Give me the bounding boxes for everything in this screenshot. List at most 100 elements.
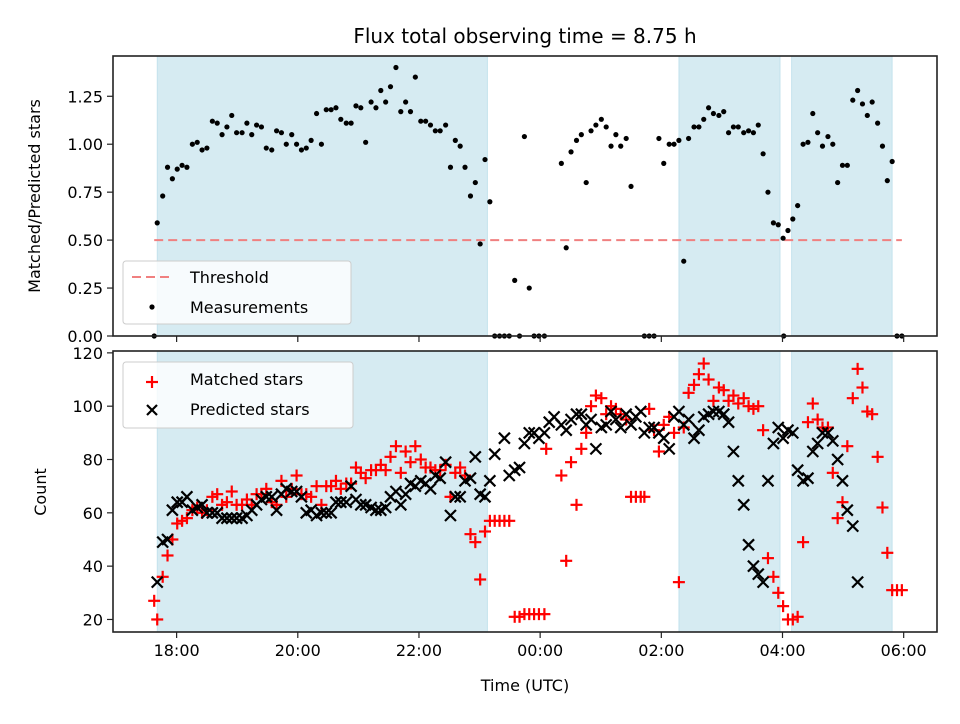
data-point <box>691 124 697 130</box>
data-point <box>765 189 771 195</box>
data-point <box>403 99 409 105</box>
data-point <box>846 519 860 533</box>
data-point <box>755 122 761 128</box>
data-point <box>786 426 800 440</box>
data-point <box>225 485 238 498</box>
data-point <box>526 285 532 291</box>
data-point <box>387 84 394 90</box>
data-point <box>598 116 604 122</box>
data-point <box>512 277 518 283</box>
data-point <box>498 431 511 445</box>
data-point <box>875 120 881 126</box>
data-point <box>358 105 364 111</box>
data-point <box>583 179 589 186</box>
axes-frame <box>112 55 938 337</box>
data-point <box>558 160 564 166</box>
data-point <box>373 105 379 111</box>
data-point <box>666 141 672 147</box>
data-point <box>278 130 285 136</box>
data-point <box>260 490 273 504</box>
data-point <box>791 610 804 623</box>
data-point <box>831 512 844 525</box>
data-point <box>334 482 347 495</box>
data-point <box>225 511 239 525</box>
data-point <box>735 124 741 130</box>
data-point <box>642 421 656 434</box>
data-point <box>721 109 727 115</box>
data-point <box>394 498 408 512</box>
data-point <box>354 498 368 512</box>
data-point <box>600 408 613 421</box>
data-point <box>379 501 392 514</box>
data-point <box>521 133 527 140</box>
data-point <box>777 600 790 613</box>
data-point <box>338 116 344 122</box>
data-point <box>214 120 220 126</box>
data-point <box>876 501 889 514</box>
data-point <box>230 511 243 525</box>
data-point <box>384 450 397 463</box>
data-point <box>472 179 478 186</box>
data-point <box>570 498 583 511</box>
data-point <box>234 130 240 136</box>
data-point <box>614 421 628 434</box>
data-point <box>204 145 210 151</box>
data-point <box>810 110 816 117</box>
data-point <box>835 179 841 186</box>
data-point <box>383 99 389 105</box>
data-point <box>270 503 283 517</box>
data-point <box>444 509 457 522</box>
data-point <box>741 130 747 136</box>
data-point <box>628 183 634 190</box>
data-point <box>613 132 619 138</box>
data-point <box>821 426 835 440</box>
data-point <box>398 109 404 115</box>
observing-span <box>791 350 893 633</box>
data-point <box>184 164 190 170</box>
series-predicted-stars <box>150 405 864 589</box>
data-point <box>593 122 599 128</box>
data-point <box>369 503 383 517</box>
data-point <box>200 506 214 520</box>
data-point <box>179 162 185 168</box>
data-point <box>453 490 467 504</box>
data-point <box>164 164 171 170</box>
data-point <box>503 514 516 527</box>
data-point <box>457 143 463 149</box>
data-point <box>474 573 487 586</box>
data-point <box>791 463 804 477</box>
data-point <box>283 141 289 147</box>
data-point <box>697 357 710 370</box>
data-point <box>170 495 184 509</box>
data-point <box>851 575 864 589</box>
data-point <box>409 440 422 453</box>
x-tick-label: 22:00 <box>396 641 442 660</box>
data-point <box>424 482 437 496</box>
data-point <box>161 549 174 562</box>
data-point <box>705 105 712 111</box>
data-point <box>174 166 180 172</box>
data-point <box>730 124 737 130</box>
x-axis-label: Time (UTC) <box>480 676 569 695</box>
data-point <box>220 496 233 509</box>
data-point <box>464 528 477 541</box>
data-point <box>209 118 215 124</box>
data-point <box>265 490 279 504</box>
data-point <box>575 442 588 455</box>
data-point <box>722 415 735 429</box>
data-point <box>737 392 750 405</box>
data-point <box>258 124 265 130</box>
data-point <box>584 413 598 426</box>
legend-measurements-label: Measurements <box>190 298 308 317</box>
data-point <box>830 141 836 147</box>
data-point <box>731 474 745 488</box>
data-point <box>850 97 856 103</box>
data-point <box>363 139 369 145</box>
legend-threshold-label: Threshold <box>189 268 269 287</box>
data-point <box>469 450 482 464</box>
data-point <box>623 135 629 142</box>
data-point <box>273 128 280 134</box>
data-point <box>285 485 299 498</box>
x-tick-label: 06:00 <box>881 641 927 660</box>
